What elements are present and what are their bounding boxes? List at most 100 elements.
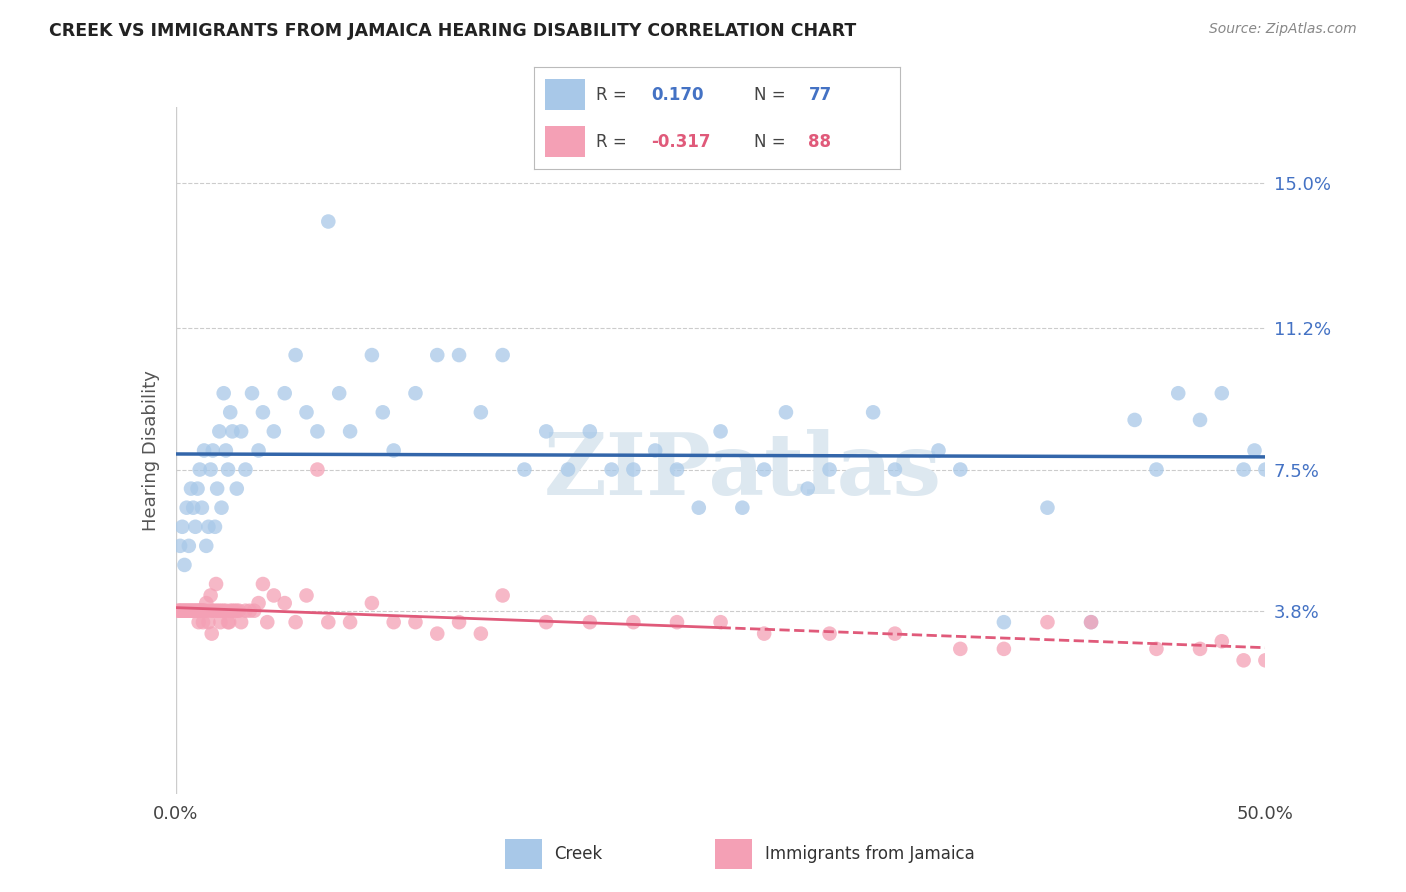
Point bbox=[688, 500, 710, 515]
Point bbox=[1080, 615, 1102, 630]
Point bbox=[775, 405, 797, 419]
Point bbox=[193, 604, 215, 618]
Point bbox=[173, 604, 195, 618]
Point bbox=[193, 443, 215, 458]
Point bbox=[263, 589, 285, 603]
Point bbox=[1036, 500, 1059, 515]
Point bbox=[949, 462, 972, 476]
Point bbox=[1189, 413, 1212, 427]
Point bbox=[884, 462, 907, 476]
Point bbox=[339, 425, 361, 439]
Point bbox=[180, 482, 202, 496]
Point bbox=[1233, 462, 1256, 476]
Point bbox=[235, 604, 257, 618]
Point bbox=[710, 615, 733, 630]
Text: N =: N = bbox=[754, 86, 785, 103]
Point bbox=[179, 604, 201, 618]
Point bbox=[579, 425, 602, 439]
Point bbox=[1146, 462, 1168, 476]
Point bbox=[172, 520, 194, 534]
Point bbox=[218, 615, 240, 630]
Point bbox=[180, 604, 202, 618]
Point bbox=[240, 386, 263, 401]
Point bbox=[191, 500, 214, 515]
Text: ZIPatlas: ZIPatlas bbox=[543, 429, 942, 513]
Point bbox=[1254, 462, 1277, 476]
Point bbox=[211, 604, 233, 618]
Point bbox=[447, 348, 470, 362]
Point bbox=[534, 615, 557, 630]
Point bbox=[184, 520, 207, 534]
Point bbox=[208, 604, 231, 618]
Point bbox=[295, 589, 318, 603]
Point bbox=[797, 482, 820, 496]
Point bbox=[447, 615, 470, 630]
Point bbox=[405, 615, 427, 630]
Point bbox=[191, 604, 214, 618]
Text: R =: R = bbox=[596, 133, 627, 151]
Text: Source: ZipAtlas.com: Source: ZipAtlas.com bbox=[1209, 22, 1357, 37]
Point bbox=[195, 596, 218, 610]
Point bbox=[224, 604, 246, 618]
Point bbox=[209, 615, 232, 630]
Point bbox=[818, 626, 841, 640]
Point bbox=[212, 604, 235, 618]
Point bbox=[169, 539, 191, 553]
Point bbox=[228, 604, 250, 618]
Point bbox=[884, 626, 907, 640]
Point bbox=[176, 500, 198, 515]
Text: N =: N = bbox=[754, 133, 785, 151]
Point bbox=[470, 626, 492, 640]
Point bbox=[167, 604, 190, 618]
Point bbox=[405, 386, 427, 401]
Point bbox=[177, 604, 200, 618]
Text: 88: 88 bbox=[808, 133, 831, 151]
Point bbox=[225, 604, 247, 618]
Point bbox=[212, 386, 235, 401]
Point bbox=[191, 604, 214, 618]
Point bbox=[200, 589, 222, 603]
Point bbox=[231, 615, 253, 630]
Point bbox=[219, 405, 242, 419]
Point bbox=[194, 604, 217, 618]
Point bbox=[993, 615, 1015, 630]
Point bbox=[183, 604, 205, 618]
Point bbox=[186, 604, 209, 618]
Point bbox=[167, 604, 190, 618]
Point bbox=[862, 405, 884, 419]
Point bbox=[1167, 386, 1189, 401]
Point bbox=[181, 604, 204, 618]
Point bbox=[1243, 443, 1265, 458]
Point bbox=[644, 443, 666, 458]
Point bbox=[205, 577, 228, 591]
Point bbox=[208, 425, 231, 439]
Point bbox=[187, 615, 209, 630]
Point bbox=[284, 615, 307, 630]
Point bbox=[188, 462, 211, 476]
Point bbox=[170, 604, 193, 618]
Point bbox=[201, 604, 224, 618]
Point bbox=[1233, 653, 1256, 667]
Point bbox=[190, 604, 212, 618]
Point bbox=[169, 604, 191, 618]
Point bbox=[949, 641, 972, 656]
Point bbox=[993, 641, 1015, 656]
Point bbox=[190, 604, 212, 618]
Point bbox=[318, 214, 340, 228]
Point bbox=[174, 604, 197, 618]
Point bbox=[754, 462, 776, 476]
Point bbox=[1080, 615, 1102, 630]
Point bbox=[274, 386, 297, 401]
Point bbox=[666, 615, 689, 630]
Point bbox=[181, 604, 204, 618]
Point bbox=[328, 386, 350, 401]
Point bbox=[361, 348, 384, 362]
Point bbox=[205, 482, 228, 496]
Point bbox=[256, 615, 278, 630]
Point bbox=[172, 604, 194, 618]
Point bbox=[621, 462, 644, 476]
Point bbox=[557, 462, 579, 476]
Point bbox=[492, 348, 515, 362]
Bar bbox=[505, 839, 543, 869]
Point bbox=[426, 626, 449, 640]
